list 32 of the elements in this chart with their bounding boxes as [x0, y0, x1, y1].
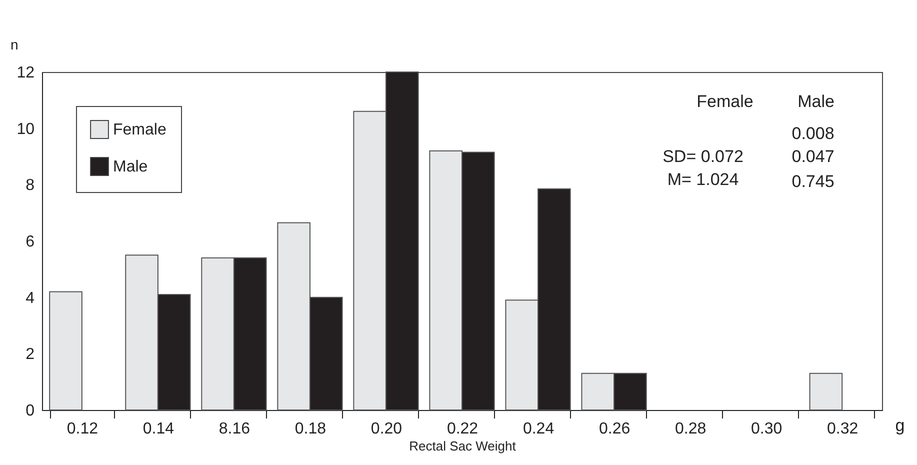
annotation: 0.008	[792, 124, 834, 143]
x-tick-label: 0.14	[142, 420, 174, 438]
x-tick-label: 0.28	[674, 420, 706, 438]
x-tick-label: 0.20	[370, 420, 402, 438]
y-tick-label: 6	[26, 234, 35, 250]
legend-label: Male	[113, 158, 148, 176]
bar	[49, 291, 82, 410]
x-tick-label: 0.22	[446, 420, 478, 438]
x-tick-label: 0.12	[66, 420, 98, 438]
x-tick-label: 0.18	[294, 420, 326, 438]
legend-label: Female	[113, 122, 166, 138]
y-tick-label: 10	[16, 120, 35, 138]
x-tick-label: 0.26	[598, 420, 630, 438]
bar	[809, 372, 843, 410]
annotation: 0.047	[792, 147, 834, 166]
text: g	[895, 416, 905, 435]
annotation: SD= 0.072	[662, 147, 744, 166]
annotation: Female	[696, 92, 754, 111]
annotation: 0.745	[792, 172, 834, 191]
y-axis-title: n	[10, 36, 18, 52]
y-tick-label: 0	[26, 402, 35, 420]
x-tick-label: 0.24	[522, 420, 554, 438]
x-axis-title: Rectal Sac Weight	[409, 438, 516, 454]
y-tick-label: 12	[16, 64, 35, 82]
annotation: M= 1.024	[667, 170, 739, 189]
y-tick-label: 2	[26, 346, 35, 364]
x-tick-label: 0.32	[827, 420, 858, 438]
x-tick-label: 8.16	[218, 420, 250, 438]
x-tick-label: 0.30	[751, 420, 782, 438]
annotation: Male	[798, 92, 834, 111]
y-tick-label: 8	[26, 177, 35, 194]
y-tick-label: 4	[26, 290, 35, 307]
